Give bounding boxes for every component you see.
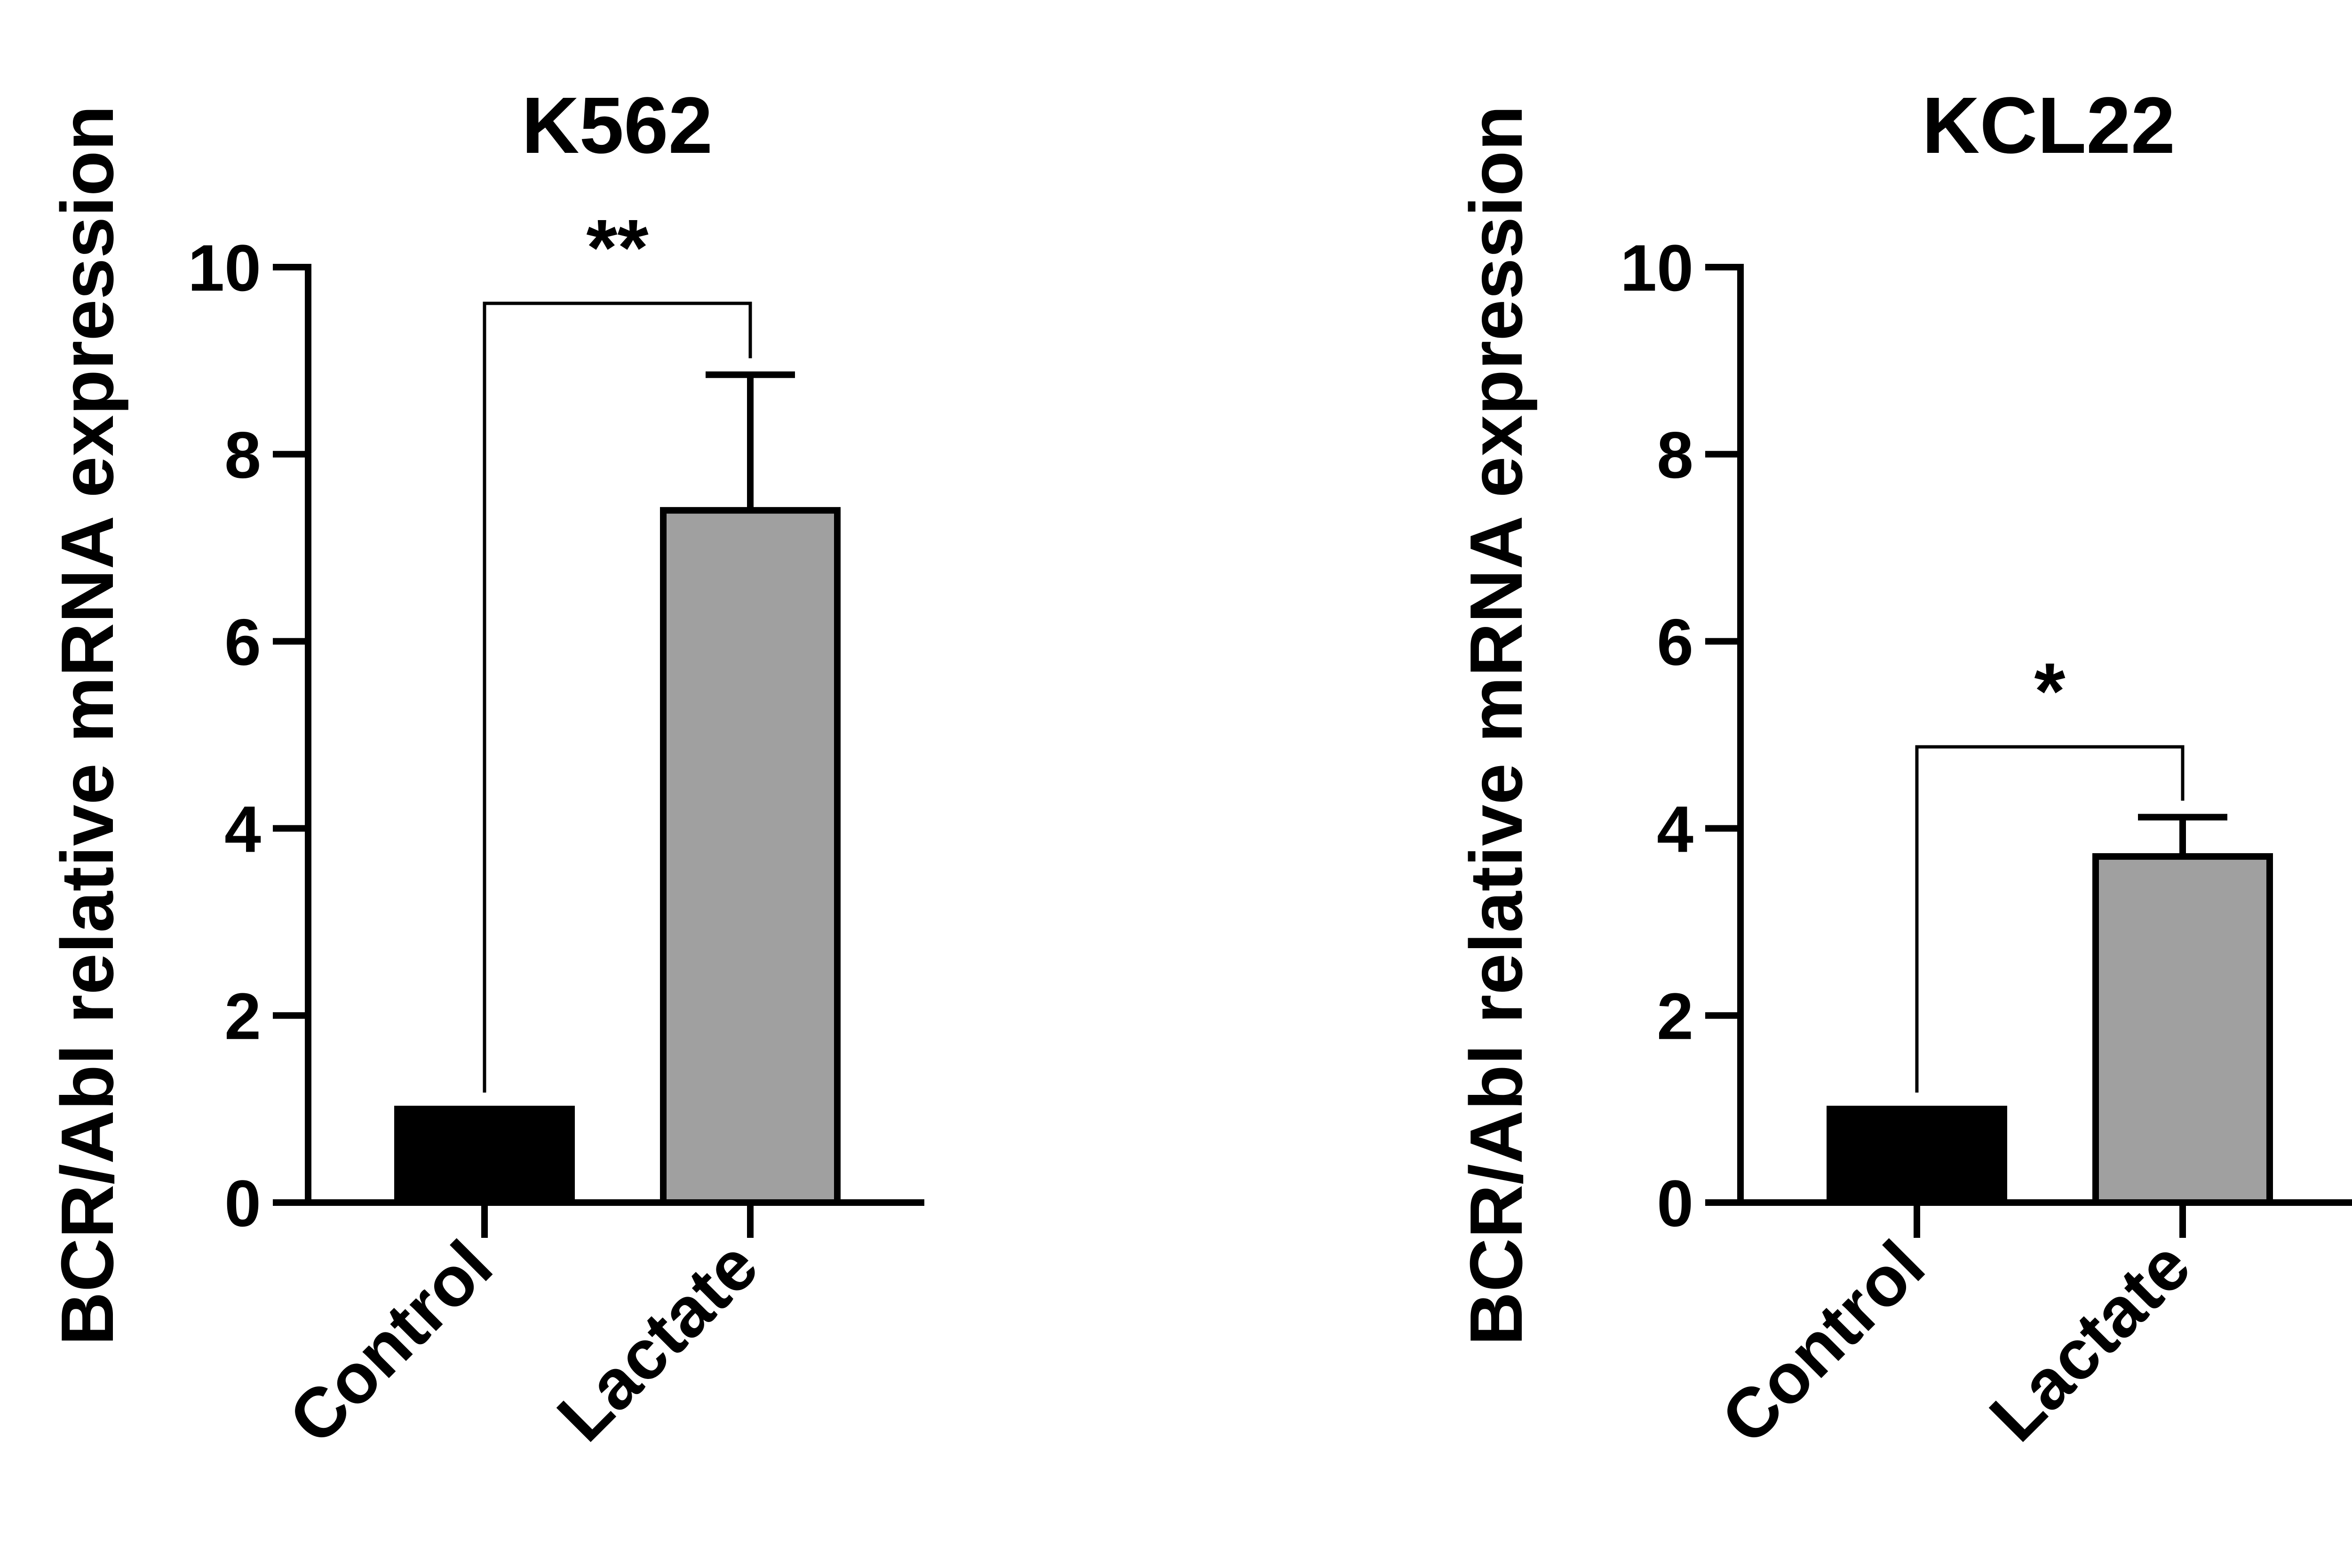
bar-lactate (2092, 853, 2273, 1206)
significance-bracket (483, 301, 752, 1093)
y-axis-label: BCR/Abl relative mRNA expression (46, 105, 129, 1346)
y-tick-label: 10 (188, 231, 261, 305)
x-tick-label: Lactate (1974, 1226, 2205, 1456)
y-tick-label: 10 (1620, 231, 1693, 305)
x-tick-label: Control (1706, 1226, 1939, 1459)
y-tick-label: 4 (1657, 792, 1693, 866)
chart-panel-2: KCL22 BCR/Abl relative mRNA expression 0 2 4… (1455, 81, 2352, 1459)
chart-panel-1: K562 BCR/Abl relative mRNA expression 0 2 4 6… (46, 81, 924, 1459)
y-tick-label: 0 (224, 1166, 261, 1240)
bar-control (1827, 1106, 2007, 1206)
y-tick-label: 8 (224, 418, 261, 492)
bar-control (394, 1106, 575, 1206)
bar-lactate (660, 507, 841, 1206)
significance-label: ** (586, 203, 648, 293)
significance-bracket (1915, 745, 2185, 1093)
significance-label: * (2034, 647, 2065, 736)
y-tick-label: 6 (1657, 605, 1693, 679)
y-tick-label: 8 (1657, 418, 1693, 492)
y-tick-label: 2 (1657, 979, 1693, 1053)
y-axis-label: BCR/Abl relative mRNA expression (1455, 105, 1538, 1346)
y-tick-label: 6 (224, 605, 261, 679)
y-tick-label: 0 (1657, 1166, 1693, 1240)
chart-title: KCL22 (1922, 81, 2175, 170)
chart-title: K562 (522, 81, 713, 170)
x-tick-label: Lactate (542, 1226, 772, 1456)
y-tick-label: 2 (224, 979, 261, 1053)
y-tick-label: 4 (224, 792, 261, 866)
x-tick-label: Control (274, 1226, 507, 1459)
